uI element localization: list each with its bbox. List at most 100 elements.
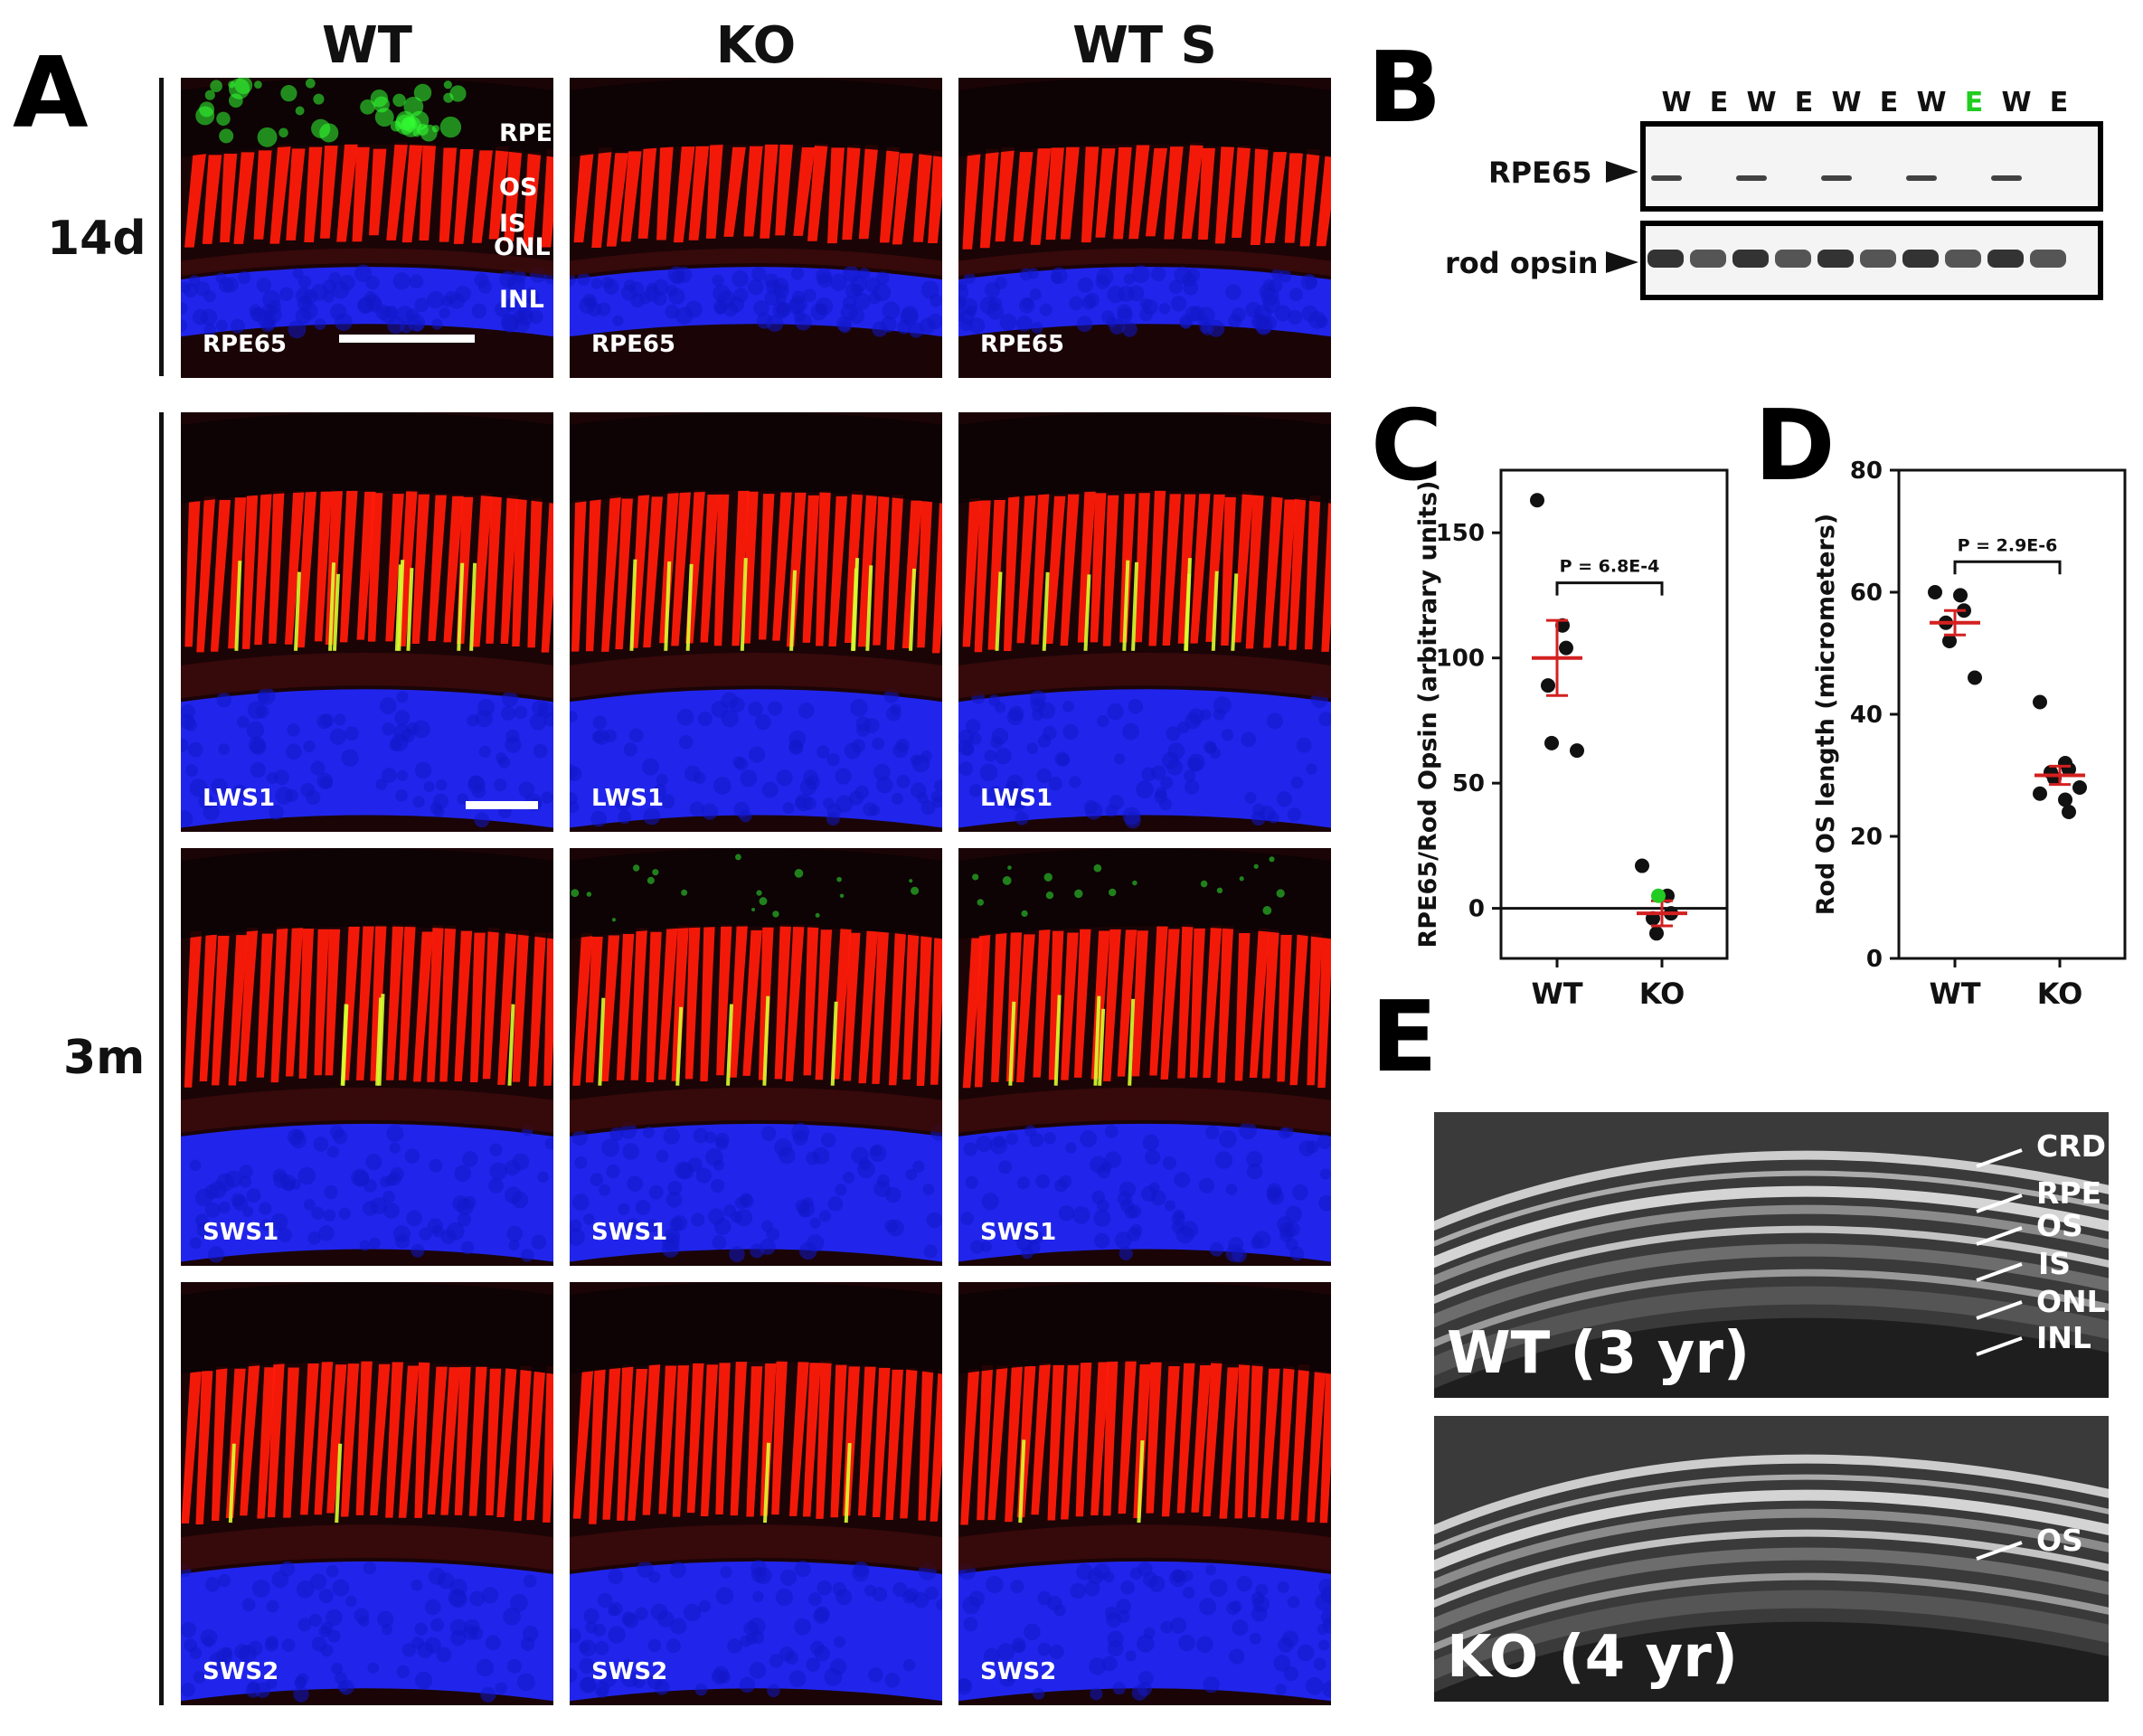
rpe65-signal — [449, 85, 467, 102]
nucleus — [1262, 295, 1280, 314]
nucleus — [474, 272, 489, 288]
outer-segment — [858, 930, 878, 1084]
nucleus — [926, 1212, 942, 1229]
rpe-layer — [570, 848, 942, 939]
oct-title-wt: WT (3 yr) — [1447, 1320, 1751, 1387]
nucleus — [181, 738, 189, 752]
nucleus — [1200, 709, 1212, 721]
outer-segment — [1016, 495, 1036, 644]
outer-segment — [742, 491, 759, 644]
outer-segment — [962, 498, 981, 647]
inner-segment-layer — [181, 1524, 553, 1571]
nucleus — [830, 1658, 847, 1675]
nucleus — [998, 1160, 1013, 1175]
label-arrow — [1976, 1336, 2023, 1356]
nucleus — [1319, 1168, 1331, 1180]
nucleus — [260, 1219, 272, 1231]
outer-segment — [916, 935, 932, 1087]
nucleus — [641, 758, 659, 776]
blot-label-rod-opsin: rod opsin — [1445, 246, 1599, 280]
oct-label-ko-os: OS — [2036, 1523, 2083, 1558]
rpe65-signal — [295, 106, 305, 116]
nucleus — [533, 743, 548, 759]
nucleus — [230, 318, 245, 334]
nucleus — [1160, 1620, 1174, 1634]
nucleus — [318, 1589, 334, 1604]
outer-segment — [314, 491, 333, 642]
nucleus — [432, 793, 449, 809]
nucleus — [1037, 734, 1052, 748]
outer-segment — [241, 495, 259, 649]
nucleus — [1069, 296, 1083, 311]
layer-label-inl: INL — [499, 286, 544, 314]
nucleus — [457, 793, 468, 805]
outer-segment — [700, 1364, 719, 1516]
outer-segment — [601, 495, 621, 652]
tissue-texture — [181, 848, 553, 1266]
nucleus — [919, 317, 936, 335]
data-point — [2058, 792, 2072, 807]
nucleus — [1203, 1675, 1220, 1694]
outer-segment — [1263, 496, 1283, 648]
outer-segment — [1321, 498, 1331, 652]
outer-segment — [572, 1370, 594, 1519]
nucleus — [529, 309, 543, 325]
rpe-layer — [958, 1282, 1331, 1374]
nucleus — [375, 778, 388, 790]
outer-segment — [1160, 929, 1180, 1080]
row-bracket-3m — [159, 412, 164, 1705]
nucleus — [187, 741, 203, 758]
nucleus — [394, 710, 411, 726]
nucleus — [467, 714, 479, 727]
outer-segment — [1075, 1362, 1092, 1517]
green-speck — [756, 890, 762, 896]
nucleus — [1300, 274, 1317, 291]
row-header-14d: 14d — [47, 212, 146, 266]
nucleus — [920, 800, 936, 816]
nucleus — [370, 1197, 388, 1214]
nucleus — [489, 1143, 503, 1156]
nucleus — [570, 1667, 578, 1683]
green-speck — [632, 864, 640, 872]
green-speck — [1108, 888, 1117, 897]
nucleus — [500, 705, 515, 721]
nucleus — [826, 753, 840, 767]
outer-segment — [269, 491, 285, 644]
nucleus — [981, 1193, 999, 1211]
nucleus — [318, 1225, 335, 1241]
nucleus — [905, 1168, 918, 1181]
outer-segment — [1289, 933, 1308, 1086]
nucleus — [1039, 303, 1053, 316]
outer-segment — [1219, 1367, 1239, 1519]
outer-segment — [1081, 146, 1100, 243]
nucleus — [256, 278, 272, 293]
marker-label: SWS2 — [591, 1658, 668, 1685]
nucleus — [748, 278, 764, 296]
micrograph-ko-14d-rpe65: RPE65 — [570, 78, 942, 378]
nucleus — [331, 1662, 344, 1675]
nucleus — [1165, 1200, 1176, 1212]
green-speck — [759, 897, 768, 906]
inner-segment-layer — [958, 652, 1331, 699]
nucleus — [279, 287, 294, 301]
lane-label: W — [1661, 87, 1692, 118]
nucleus — [630, 293, 645, 308]
nucleus — [733, 801, 750, 818]
outer-segment — [419, 143, 437, 241]
nucleus — [667, 266, 685, 284]
nucleus — [767, 1684, 780, 1698]
nucleus — [1150, 266, 1166, 282]
outer-segment — [1307, 1371, 1326, 1523]
nucleus — [599, 1184, 611, 1196]
outer-segment — [526, 1371, 546, 1521]
nucleus — [462, 1151, 478, 1167]
nucleus — [728, 297, 745, 313]
outer-segment — [772, 492, 792, 641]
nucleus — [618, 810, 632, 825]
nucleus — [1033, 1687, 1045, 1700]
outer-segment — [300, 1363, 319, 1515]
nucleus — [1229, 1648, 1245, 1665]
inner-segment-layer — [181, 1087, 553, 1133]
outer-segment — [1304, 495, 1321, 650]
cone-signal — [995, 571, 1003, 651]
